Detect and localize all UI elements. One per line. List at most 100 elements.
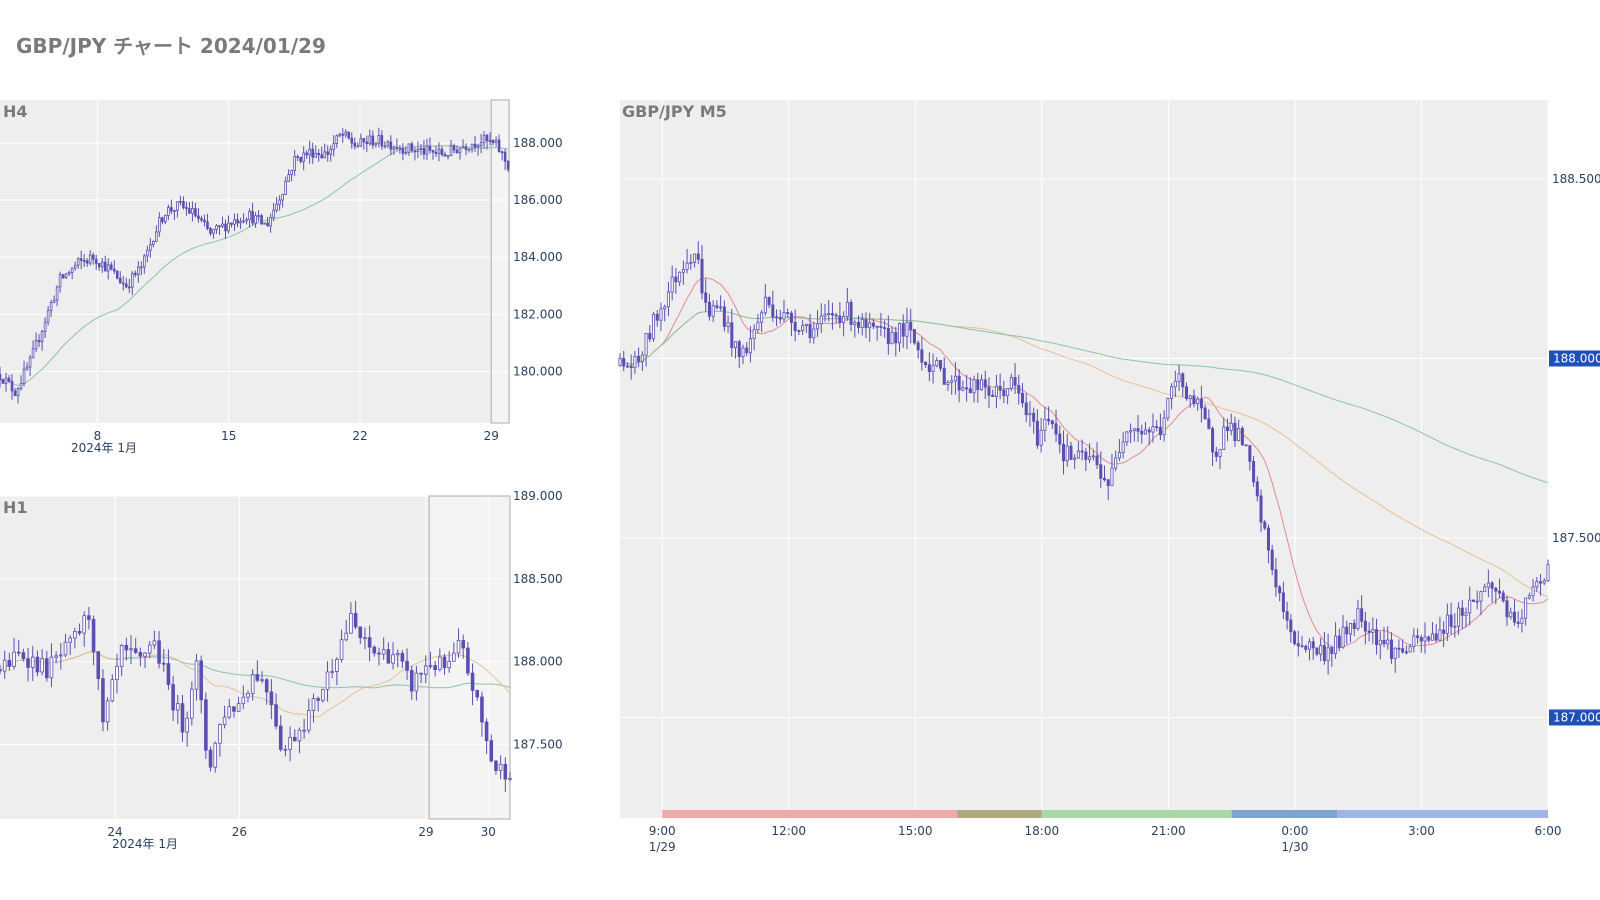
h4-candle-body bbox=[305, 152, 308, 156]
h1-candle bbox=[353, 600, 358, 630]
m5-candle-body bbox=[912, 329, 916, 344]
h4-candle bbox=[130, 271, 134, 296]
h4-candle-body bbox=[224, 223, 227, 232]
m5-candle bbox=[625, 362, 629, 368]
m5-candle bbox=[704, 278, 708, 312]
m5-candle-body bbox=[1143, 429, 1148, 435]
m5-candle-body bbox=[1375, 629, 1379, 646]
m5-candle-body bbox=[801, 325, 805, 331]
h4-candle bbox=[362, 138, 366, 150]
m5-candle bbox=[1035, 409, 1039, 449]
h1-candle-body bbox=[353, 612, 358, 628]
h1-candle-body bbox=[428, 665, 433, 667]
m5-candle bbox=[804, 323, 808, 333]
h4-candle bbox=[473, 135, 477, 152]
m5-candle bbox=[1546, 559, 1550, 583]
m5-candle bbox=[1445, 603, 1449, 642]
h4-candle bbox=[422, 140, 426, 160]
m5-candle bbox=[1371, 617, 1375, 644]
h4-candle bbox=[308, 140, 311, 164]
h1-candle-body bbox=[363, 637, 367, 639]
h1-candle-body bbox=[442, 656, 447, 669]
m5-candle-body bbox=[707, 301, 711, 317]
m5-candle bbox=[674, 267, 678, 294]
h4-candle bbox=[118, 271, 122, 284]
h4-candle-body bbox=[236, 219, 239, 224]
h1-candle bbox=[381, 637, 386, 660]
m5-candle-body bbox=[655, 313, 659, 321]
m5-candle bbox=[786, 308, 790, 318]
h1-candle-body bbox=[419, 672, 423, 675]
m5-candle-body bbox=[782, 312, 786, 320]
m5-candle-body bbox=[1095, 455, 1099, 466]
h4-candle-body bbox=[314, 153, 317, 158]
h4-candle bbox=[491, 139, 495, 146]
h4-candle bbox=[371, 130, 375, 149]
h1-candle bbox=[288, 726, 292, 762]
m5-candle bbox=[1304, 644, 1308, 653]
m5-candle bbox=[1043, 406, 1047, 442]
m5-candle bbox=[994, 374, 998, 409]
h1-candle-body bbox=[433, 665, 437, 671]
h4-candle-body bbox=[52, 299, 56, 304]
h4-candle-body bbox=[118, 277, 122, 284]
h4-candle-body bbox=[431, 149, 435, 153]
h1-candle-body bbox=[405, 660, 409, 671]
h4-candle bbox=[173, 209, 176, 221]
h4-candle-body bbox=[185, 207, 188, 210]
m5-candle bbox=[1419, 634, 1423, 653]
m5-candle bbox=[1501, 590, 1505, 603]
h4-candle bbox=[112, 260, 116, 275]
h4-candle-body bbox=[7, 377, 11, 382]
m5-candle-body bbox=[927, 364, 931, 373]
h4-candle bbox=[239, 217, 242, 230]
h4-candle-body bbox=[137, 266, 140, 276]
h1-candle-body bbox=[470, 672, 475, 691]
h1-candle-body bbox=[236, 703, 241, 712]
h4-candle bbox=[191, 201, 194, 222]
m5-candle bbox=[957, 369, 961, 403]
h1-x-tick-label: 26 bbox=[232, 825, 247, 839]
m5-candle bbox=[681, 260, 685, 285]
m5-candle bbox=[942, 357, 946, 385]
h4-y-tick-label: 184.000 bbox=[513, 250, 563, 264]
m5-candle bbox=[1274, 557, 1278, 597]
h1-candle bbox=[124, 637, 129, 661]
h1-candle-body bbox=[241, 696, 246, 705]
h1-candle-body bbox=[115, 665, 119, 681]
h1-candle-body bbox=[12, 651, 16, 667]
m5-candle-body bbox=[1248, 445, 1252, 462]
h1-candle-body bbox=[264, 679, 269, 693]
h1-candle bbox=[447, 651, 451, 673]
h4-candle-body bbox=[470, 143, 474, 150]
m5-candle-body bbox=[968, 388, 972, 394]
h1-candle-body bbox=[400, 652, 405, 662]
m5-candle-body bbox=[1266, 527, 1270, 551]
h4-candle-body bbox=[374, 142, 378, 146]
m5-candle bbox=[1490, 580, 1494, 603]
m5-candle bbox=[659, 302, 663, 332]
m5-candle bbox=[1073, 454, 1077, 469]
h1-candle bbox=[147, 641, 152, 658]
h4-x-sub-label: 2024年 1月 bbox=[71, 441, 137, 455]
m5-candle-body bbox=[1471, 599, 1475, 602]
h1-candle bbox=[180, 694, 185, 742]
m5-candle bbox=[1524, 597, 1528, 626]
m5-candle bbox=[1330, 645, 1334, 667]
m5-candle bbox=[1002, 380, 1006, 403]
m5-candle bbox=[1170, 383, 1174, 410]
h1-candle-body bbox=[325, 671, 330, 690]
m5-candle bbox=[1099, 451, 1103, 488]
h4-candle bbox=[103, 255, 107, 272]
h4-candle bbox=[428, 137, 432, 154]
m5-candle bbox=[771, 290, 775, 322]
h4-candle bbox=[251, 202, 254, 226]
h4-candle-body bbox=[476, 145, 480, 148]
h1-candle-body bbox=[349, 612, 353, 634]
m5-candle bbox=[1158, 413, 1162, 441]
m5-candle-body bbox=[916, 342, 920, 351]
m5-candle bbox=[1140, 424, 1144, 444]
h4-candle bbox=[176, 201, 179, 218]
h4-candle-body bbox=[212, 229, 215, 234]
m5-candle-body bbox=[1013, 377, 1017, 386]
